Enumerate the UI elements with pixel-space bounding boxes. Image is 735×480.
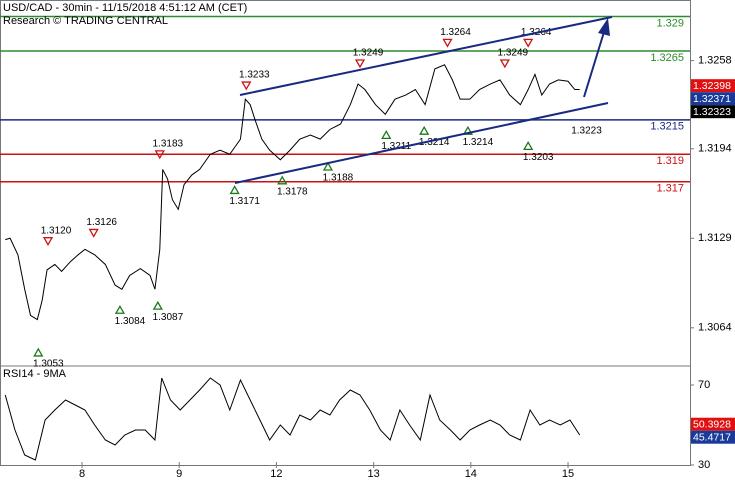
- pivot-low: [277, 175, 288, 185]
- x-tick-label: 9: [176, 468, 182, 480]
- y-tick-label: 70: [698, 379, 710, 391]
- pivot-label: 1.3203: [523, 152, 554, 163]
- y-tick-label: 1.3194: [698, 143, 732, 155]
- level-label: 1.319: [656, 155, 684, 167]
- pivot-low: [523, 141, 534, 151]
- pivot-high: [42, 237, 54, 246]
- chart-layer: 8 9 12 13 14 15 1.3258 1.3194 1.3129 1.3064 1.329 1…: [0, 15, 735, 480]
- pivot-label: 1.3084: [115, 316, 146, 327]
- y-tick-label: 1.3064: [698, 322, 732, 334]
- pivot-low: [152, 300, 163, 310]
- level-label: 1.329: [656, 17, 684, 29]
- price-tag: [691, 430, 735, 444]
- price-tag-label: 1.32371: [693, 93, 731, 105]
- pivot-low: [229, 185, 240, 195]
- price-line: [4, 377, 581, 461]
- pivot-label: 1.3249: [353, 48, 384, 59]
- x-tick-label: 8: [79, 468, 85, 480]
- pivot-label: 1.3264: [440, 27, 471, 38]
- pivot-high: [499, 59, 510, 69]
- price-tag: [691, 79, 735, 93]
- pivot-low: [381, 130, 392, 139]
- pivot-label: 1.3249: [498, 48, 529, 59]
- y-tick-label: 1.3129: [698, 232, 732, 244]
- level-note: 1.3223: [571, 125, 602, 136]
- price-line: [5, 64, 580, 321]
- pivot-low: [419, 125, 430, 135]
- price-tag-label: 1.32323: [693, 106, 731, 118]
- channel-upper: [239, 16, 613, 96]
- x-tick-label: 13: [367, 468, 379, 480]
- pivot-label: 1.3188: [323, 173, 354, 184]
- y-tick-label: 30: [698, 459, 710, 471]
- x-tick-label: 12: [270, 468, 282, 480]
- projection-arrow: [583, 31, 605, 98]
- pivot-label: 1.3183: [152, 139, 183, 150]
- arrow-head: [598, 18, 610, 36]
- pivot-low: [462, 125, 474, 135]
- x-tick-label: 15: [562, 468, 574, 480]
- pivot-label: 1.3214: [419, 137, 450, 148]
- pivot-high: [523, 38, 534, 48]
- pivot-low: [322, 161, 334, 171]
- rsi-title: RSI14 - 9MA: [3, 368, 67, 380]
- channel-lower: [234, 102, 609, 184]
- pivot-label: 1.3053: [33, 359, 64, 370]
- price-tag: [691, 417, 735, 431]
- chart-subtitle: Research © TRADING CENTRAL: [3, 15, 168, 27]
- level-label: 1.3215: [650, 121, 684, 133]
- pivot-high: [442, 38, 453, 48]
- price-tag: [691, 105, 735, 119]
- pivot-label: 1.3120: [41, 225, 72, 236]
- price-tag-label: 50.3928: [693, 418, 731, 430]
- pivot-label: 1.3214: [463, 137, 494, 148]
- pivot-low: [114, 304, 126, 314]
- pivot-high: [154, 150, 165, 160]
- pivot-label: 1.3211: [381, 141, 411, 152]
- pivot-label: 1.3171: [229, 196, 260, 207]
- pivot-label: 1.3178: [277, 186, 308, 197]
- level-label: 1.317: [656, 183, 684, 195]
- price-tag: [691, 92, 735, 106]
- plot-frame: [0, 0, 691, 466]
- chart-title: USD/CAD - 30min - 11/15/2018 4:51:12 AM …: [3, 2, 247, 14]
- price-tag-label: 1.32398: [693, 80, 731, 92]
- x-tick-label: 14: [465, 468, 477, 480]
- pivot-label: 1.3087: [153, 312, 184, 323]
- pivot-high: [241, 81, 252, 91]
- pivot-low: [33, 347, 44, 357]
- y-tick-label: 1.3258: [698, 55, 732, 67]
- level-label: 1.3265: [650, 52, 684, 64]
- pivot-label: 1.3233: [239, 70, 270, 81]
- pivot-high: [354, 59, 366, 69]
- pivot-label: 1.3126: [86, 217, 117, 228]
- price-tag-label: 45.4717: [693, 431, 731, 443]
- pivot-high: [88, 228, 99, 238]
